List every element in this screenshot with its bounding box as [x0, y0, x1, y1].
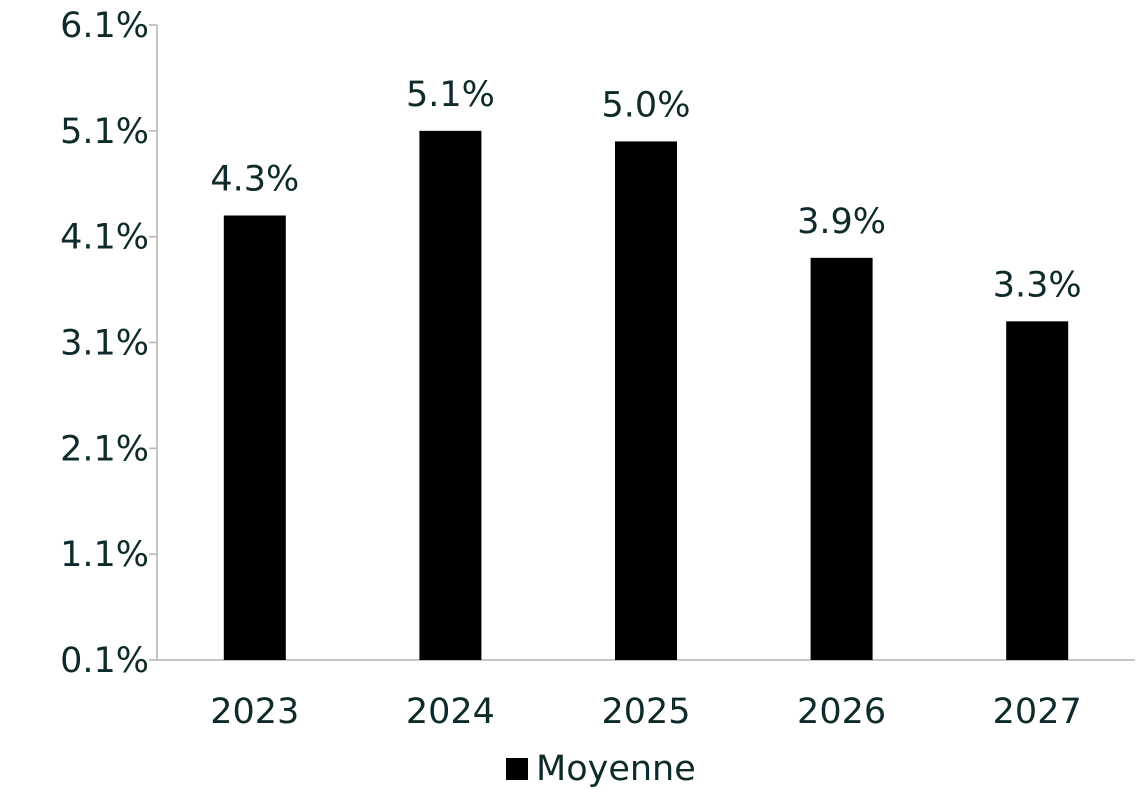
y-tick-label: 4.1%: [60, 218, 149, 258]
legend-swatch: [506, 758, 528, 780]
y-tick-label: 2.1%: [60, 429, 149, 469]
y-tick-label: 6.1%: [60, 6, 149, 46]
y-tick-label: 0.1%: [60, 641, 149, 681]
bar: [1006, 321, 1069, 660]
bar: [615, 141, 677, 660]
data-label: 5.0%: [602, 85, 691, 125]
data-label: 3.9%: [797, 202, 886, 242]
data-label: 3.3%: [993, 265, 1082, 305]
y-tick-label: 3.1%: [60, 324, 149, 364]
x-tick-label: 2027: [993, 692, 1082, 732]
bar: [810, 257, 873, 660]
bar: [419, 130, 482, 661]
data-label: 5.1%: [406, 75, 495, 115]
legend-label: Moyenne: [536, 749, 696, 789]
data-label: 4.3%: [210, 160, 299, 200]
bar: [223, 215, 286, 660]
y-tick-label: 1.1%: [60, 535, 149, 575]
x-tick-label: 2026: [797, 692, 886, 732]
x-tick-label: 2023: [210, 692, 299, 732]
y-tick-label: 5.1%: [60, 112, 149, 152]
x-tick-label: 2025: [601, 692, 690, 732]
x-tick-label: 2024: [406, 692, 495, 732]
